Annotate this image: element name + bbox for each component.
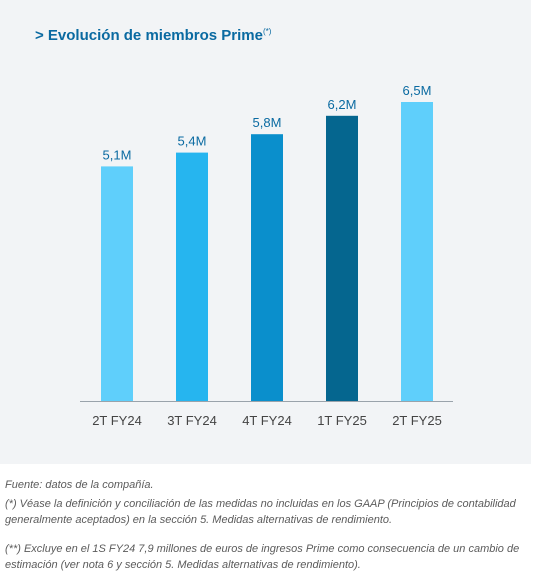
- bar-3t-fy24: [176, 152, 208, 401]
- x-tick-label: 4T FY24: [242, 413, 292, 428]
- value-label: 5,1M: [103, 147, 132, 162]
- value-label: 5,4M: [178, 134, 207, 149]
- chart-title-text: > Evolución de miembros Prime: [35, 27, 263, 44]
- value-label: 6,5M: [403, 83, 432, 98]
- bar-2t-fy24: [101, 166, 133, 401]
- value-label: 6,2M: [328, 97, 357, 112]
- source-note: Fuente: datos de la compañía.: [5, 479, 154, 491]
- x-tick-label: 2T FY25: [392, 413, 442, 428]
- x-tick-label: 3T FY24: [167, 413, 217, 428]
- chart-title-footnote-mark: (*): [263, 27, 272, 36]
- prime-revenue-note: (**) Excluye en el 1S FY24 7,9 millones …: [5, 543, 520, 571]
- bar-chart: 5,1M 2T FY24 5,4M 3T FY24 5,8M 4T FY24 6,2M 1T …: [80, 83, 453, 428]
- value-label: 5,8M: [253, 115, 282, 130]
- footnotes: Fuente: datos de la compañía. (*) Véase …: [5, 477, 530, 573]
- bar-2t-fy25: [401, 102, 433, 401]
- gaap-note: (*) Véase la definición y conciliación d…: [5, 498, 516, 526]
- chart-panel: > Evolución de miembros Prime(*) 5,1M 2T …: [0, 0, 531, 464]
- x-tick-label: 1T FY25: [317, 413, 367, 428]
- x-tick-label: 2T FY24: [92, 413, 142, 428]
- chart-title: > Evolución de miembros Prime(*): [35, 27, 271, 44]
- bar-4t-fy24: [251, 134, 283, 401]
- bar-1t-fy25: [326, 115, 358, 402]
